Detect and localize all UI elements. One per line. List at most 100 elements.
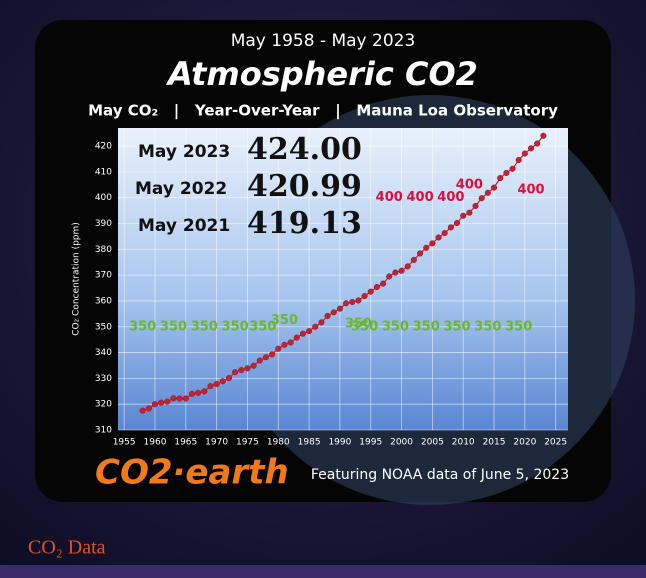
data-point [534,140,541,147]
data-point [484,189,491,196]
callout-label: May 2022 [135,179,227,199]
footer: Featuring NOAA data of June 5, 2023 [311,467,569,483]
data-point [540,132,547,139]
annotation: 350 [443,319,470,334]
annotation: 350 [160,319,187,334]
data-point [139,407,146,414]
data-point [299,330,306,337]
data-point [423,244,430,251]
data-point [453,219,461,227]
data-point [225,375,233,382]
y-axis-label: CO₂ Concentration (ppm) [72,222,82,336]
data-point [527,145,535,152]
annotation: 400 [517,182,544,197]
data-point [503,169,510,176]
x-tick-label: 1970 [205,438,228,448]
annotation: 350 [474,319,501,334]
subtitle: May CO₂ | Year-Over-Year | Mauna Loa Obs… [88,102,558,121]
annotation: 350 [271,313,298,328]
data-point [410,256,417,263]
data-point [478,195,485,202]
data-point [466,209,473,216]
data-point [262,354,269,361]
callout-value: 419.13 [247,206,362,241]
data-point [447,224,454,231]
logo: CO2·earth [95,453,289,493]
data-point [336,305,343,312]
data-point [188,390,196,397]
data-point [275,345,282,352]
x-tick-label: 1985 [298,438,321,448]
callout-label: May 2023 [138,142,230,162]
caption: CO₂ Data [28,537,106,559]
x-tick-label: 2025 [544,438,567,448]
data-point [398,267,405,274]
y-tick-label: 380 [95,245,112,255]
data-point [312,323,319,330]
annotation: 350 [351,319,378,334]
x-tick-label: 2010 [452,438,475,448]
data-point [170,395,177,402]
data-point [460,212,467,219]
data-point [306,328,313,335]
supertitle: May 1958 - May 2023 [231,31,416,51]
data-point [404,263,411,270]
x-tick-label: 1980 [267,438,290,448]
data-point [515,156,522,164]
data-point [441,230,448,237]
y-tick-label: 360 [95,296,112,306]
data-point [497,175,504,182]
x-tick-label: 1975 [236,438,259,448]
data-point [435,234,442,241]
data-point [392,269,399,276]
data-point [201,388,208,395]
x-tick-label: 2020 [513,438,536,448]
data-point [361,292,368,300]
x-tick-label: 2005 [421,438,444,448]
data-point [380,280,387,287]
data-point [417,250,424,257]
data-point [509,165,516,172]
data-point [158,399,165,406]
data-point [164,398,171,405]
y-tick-label: 420 [95,142,112,152]
y-tick-label: 410 [95,167,112,177]
data-point [490,184,498,191]
data-point [367,288,374,295]
data-point [386,273,393,280]
data-point [244,365,251,372]
y-tick-label: 350 [95,322,112,332]
annotation: 400 [376,190,403,205]
data-point [256,357,263,364]
data-point [182,395,189,402]
data-point [238,367,245,374]
y-tick-label: 390 [95,219,112,229]
annotation: 350 [382,319,409,334]
annotation: 350 [191,319,218,334]
y-tick-label: 320 [95,400,112,410]
data-point [355,297,362,304]
data-point [176,395,183,402]
x-tick-label: 1990 [328,438,351,448]
data-point [232,369,239,376]
callout-value: 420.99 [247,169,362,204]
annotation: 400 [406,190,433,205]
data-point [213,381,220,388]
data-point [318,319,325,326]
data-point [287,339,294,346]
y-tick-label: 370 [95,271,112,281]
data-point [219,378,226,385]
y-tick-label: 400 [95,193,112,203]
x-tick-label: 1955 [113,438,136,448]
x-tick-label: 1995 [359,438,382,448]
annotation: 350 [505,319,532,334]
data-point [373,283,380,291]
annotation: 350 [345,317,372,332]
data-point [330,309,337,316]
annotation: 350 [413,319,440,334]
annotation: 350 [129,319,156,334]
y-tick-label: 330 [95,374,112,384]
data-point [324,312,331,319]
plot-area [118,128,568,430]
